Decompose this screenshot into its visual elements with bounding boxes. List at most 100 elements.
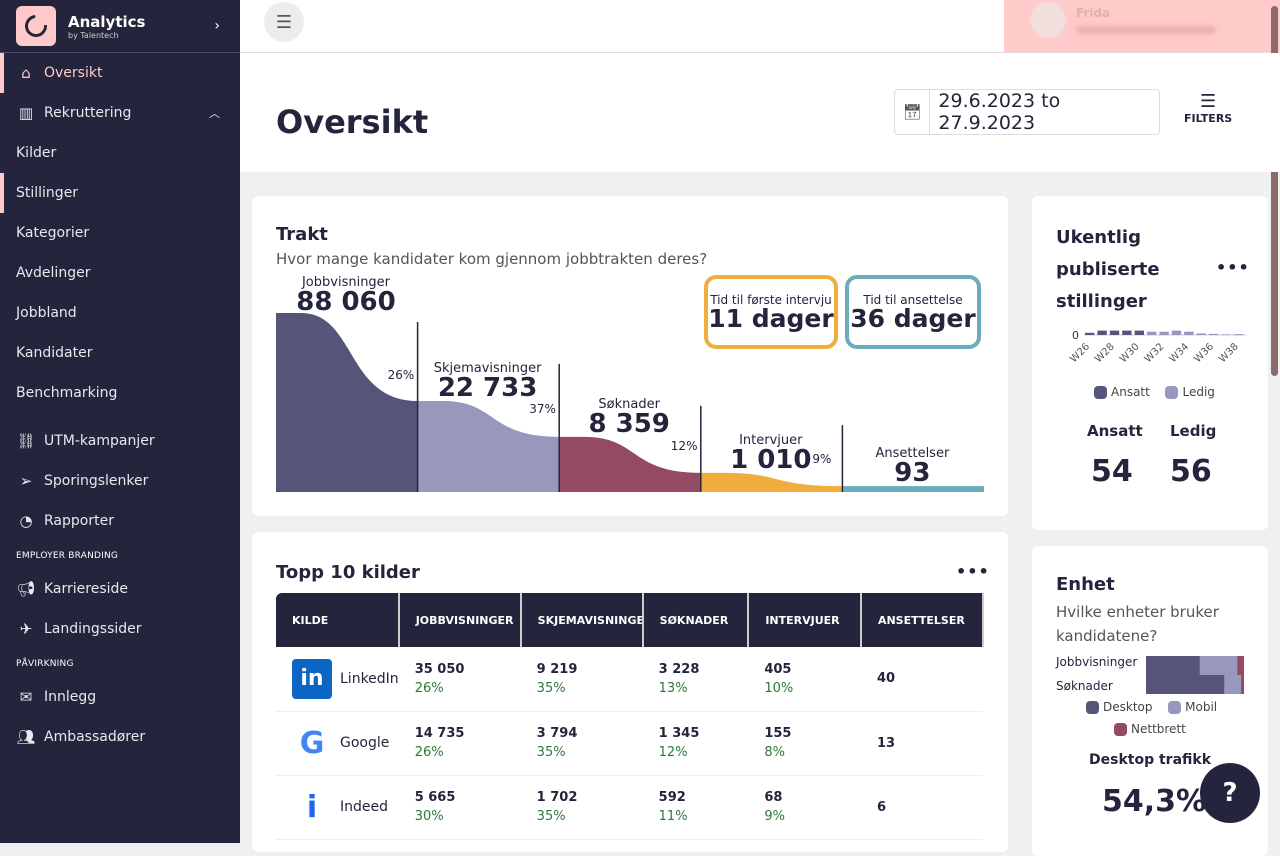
bar-ledig <box>1184 331 1194 335</box>
weekly-title: Ukentlig publiserte stillinger <box>1056 227 1160 312</box>
sidebar-item-landingssider[interactable]: ✈ Landingssider <box>0 609 240 649</box>
topbar: ☰ Frida <box>240 0 1280 53</box>
brand[interactable]: Analytics by Talentech › <box>0 0 240 53</box>
cell-value: 40 <box>860 647 983 712</box>
sidebar-item-kandidater[interactable]: Kandidater <box>0 333 240 373</box>
sidebar-item-utm[interactable]: ⛓ UTM-kampanjer <box>0 421 240 461</box>
column-header[interactable]: SØKNADER <box>642 593 750 647</box>
sidebar-item-avdelinger[interactable]: Avdelinger <box>0 253 240 293</box>
funnel-card: Trakt Hvor mange kandidater kom gjennom … <box>252 196 1008 516</box>
table-row[interactable]: G Google 14 735 26% 3 794 35% 1 345 12% 155 8… <box>276 711 983 776</box>
cell-value: 1 702 <box>536 790 578 805</box>
legend-swatch <box>1165 385 1179 399</box>
bar-ansatt <box>1097 330 1107 335</box>
funnel-segment-0 <box>276 313 418 492</box>
sidebar-item-label: Ambassadører <box>44 729 146 745</box>
cell-pct: 12% <box>658 745 688 760</box>
bar-ansatt <box>1122 330 1132 335</box>
cell-pct: 35% <box>536 745 566 760</box>
badge-value: 11 dager <box>708 304 834 333</box>
cell-pct: 35% <box>536 680 566 696</box>
date-range-picker[interactable]: 📅︎ 29.6.2023 to 27.9.2023 <box>894 89 1160 135</box>
column-header[interactable]: INTERVJUER <box>748 593 862 647</box>
sidebar-item-label: Rekruttering <box>44 105 132 121</box>
cell-value: 592 <box>658 790 686 805</box>
funnel-stage-label: Ansettelser 93 <box>875 446 950 488</box>
bar-ledig <box>1159 331 1169 335</box>
sidebar-item-label: Oversikt <box>44 65 103 81</box>
stat-value-ledig: 56 <box>1170 454 1212 489</box>
x-tick-label: W30 <box>1118 341 1142 365</box>
funnel-conversion-pct: 9% <box>812 452 832 466</box>
filters-button[interactable]: ☰ FILTERS <box>1184 91 1232 125</box>
sidebar-item-sporingslenker[interactable]: ➢ Sporingslenker <box>0 461 240 501</box>
sidebar-item-oversikt[interactable]: ⌂ Oversikt <box>0 53 240 93</box>
sidebar-item-label: Karriereside <box>44 581 129 597</box>
avatar <box>1030 2 1066 38</box>
funnel-stage-label: Skjemavisninger 22 733 <box>433 361 542 403</box>
sidebar-item-kategorier[interactable]: Kategorier <box>0 213 240 253</box>
device-bar-nettbrett <box>1237 656 1244 675</box>
sidebar-item-innlegg[interactable]: ✉ Innlegg <box>0 677 240 717</box>
column-header[interactable]: SKJEMAVISNINGER <box>520 593 644 647</box>
sidebar-item-label: Kilder <box>16 145 57 161</box>
table-header: KILDE JOBBVISNINGER SKJEMAVISNINGER SØKN… <box>276 593 985 647</box>
funnel-subtitle: Hvor mange kandidater kom gjennom jobbtr… <box>276 250 708 268</box>
cell-pct: 8% <box>764 745 785 760</box>
sidebar-item-jobbland[interactable]: Jobbland <box>0 293 240 333</box>
column-header[interactable]: ANSETTELSER <box>860 593 985 647</box>
bar-ansatt <box>1109 330 1120 335</box>
sidebar-item-rapporter[interactable]: ◔ Rapporter <box>0 501 240 541</box>
page-header: Oversikt 📅︎ 29.6.2023 to 27.9.2023 ☰ FILTE… <box>240 53 1280 172</box>
device-bar-desktop <box>1146 656 1200 675</box>
column-header[interactable]: KILDE <box>276 593 400 647</box>
plane-icon: ✈ <box>19 620 33 638</box>
section-employer-branding: EMPLOYER BRANDING <box>16 551 119 561</box>
linkedin-icon: in <box>292 658 332 699</box>
chat-icon: ? <box>1222 778 1238 808</box>
row-label: Søknader <box>1056 679 1113 693</box>
device-bar-mobil <box>1224 675 1242 694</box>
device-subtitle: Hvilke enheter bruker kandidatene? <box>1056 603 1219 645</box>
device-bar-mobil <box>1199 656 1238 675</box>
badge-label: Tid til første intervju <box>710 293 832 307</box>
sidebar: Analytics by Talentech › ⌂ Oversikt ▥ Rekru… <box>0 0 240 843</box>
sidebar-item-karriereside[interactable]: 📢︎ Karriereside <box>0 569 240 609</box>
x-tick-label: W32 <box>1143 341 1167 365</box>
cell-value: 405 <box>764 661 792 677</box>
section-influence: PÅVIRKNING <box>16 659 74 669</box>
bar-ledig <box>1147 331 1157 335</box>
menu-button[interactable]: ☰ <box>264 2 304 42</box>
chevron-right-icon[interactable]: › <box>214 18 220 34</box>
sidebar-item-rekruttering[interactable]: ▥ Rekruttering ︿ <box>0 93 240 133</box>
desktop-traffic-value: 54,3% <box>1102 784 1207 819</box>
date-range-text: 29.6.2023 to 27.9.2023 <box>938 90 1061 134</box>
scrollbar[interactable] <box>1271 6 1278 376</box>
bar-ansatt <box>1134 330 1144 335</box>
sidebar-item-ambassadorer[interactable]: 👥︎ Ambassadører <box>0 717 240 757</box>
funnel-stage-label: Jobbvisninger 88 060 <box>296 275 396 317</box>
device-legend-2: Nettbrett <box>1114 722 1186 736</box>
cell-pct: 13% <box>658 680 688 696</box>
sidebar-item-stillinger[interactable]: Stillinger <box>0 173 240 213</box>
table-row[interactable]: in LinkedIn 35 050 26% 9 219 35% 3 228 13% 4… <box>276 647 983 712</box>
badge-time-to-interview: Tid til første intervju 11 dager <box>704 275 838 349</box>
logo <box>16 6 56 46</box>
legend-swatch <box>1114 722 1127 736</box>
bar-ansatt <box>1085 332 1095 335</box>
cell-value: 3 228 <box>658 661 700 677</box>
column-header[interactable]: JOBBVISNINGER <box>398 593 522 647</box>
badge-label: Tid til ansettelse <box>863 293 963 307</box>
pie-icon: ◔ <box>19 512 33 530</box>
more-icon[interactable]: ••• <box>956 562 990 581</box>
legend-label: Desktop <box>1103 700 1153 714</box>
sidebar-item-kilder[interactable]: Kilder <box>0 133 240 173</box>
sidebar-item-benchmarking[interactable]: Benchmarking <box>0 373 240 413</box>
more-icon[interactable]: ••• <box>1216 258 1250 277</box>
x-tick-label: W36 <box>1192 341 1216 365</box>
calendar-icon: 📅︎ <box>895 90 931 134</box>
sidebar-item-label: Kategorier <box>16 225 90 241</box>
help-chat-button[interactable]: ? <box>1200 763 1260 823</box>
user-menu[interactable]: Frida <box>1004 0 1280 52</box>
table-row[interactable]: i Indeed 5 665 30% 1 702 35% 592 11% 68 9% 6 <box>276 775 983 840</box>
